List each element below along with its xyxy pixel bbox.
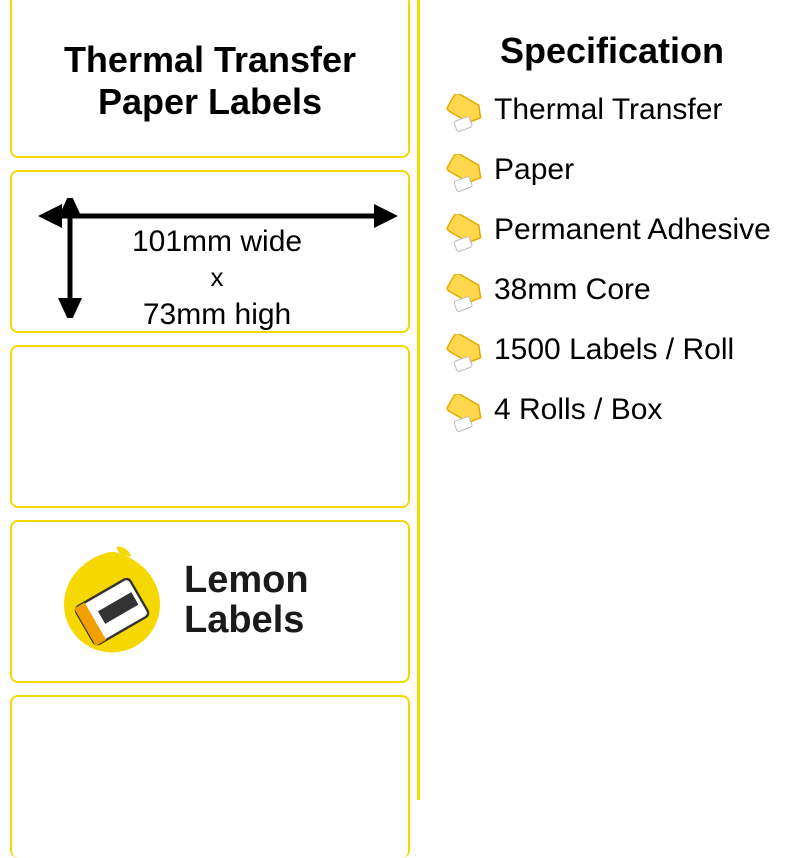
label-3-blank bbox=[10, 345, 410, 508]
dimension-text: 101mm wide x 73mm high bbox=[132, 222, 302, 334]
spec-text: Thermal Transfer bbox=[494, 92, 722, 128]
brand-line1: Lemon bbox=[184, 561, 309, 601]
lemon-logo-icon bbox=[52, 542, 172, 662]
brand-logo: Lemon Labels bbox=[52, 540, 309, 662]
spec-list: Thermal Transfer Paper Permanent Adhesiv… bbox=[442, 92, 782, 434]
label-1-title: Thermal Transfer Paper Labels bbox=[10, 0, 410, 158]
spec-item: Thermal Transfer bbox=[442, 92, 782, 134]
specification-panel: Specification Thermal Transfer Paper Per… bbox=[420, 0, 800, 800]
spec-text: 38mm Core bbox=[494, 272, 651, 308]
tag-bullet-icon bbox=[442, 394, 482, 434]
spec-text: 1500 Labels / Roll bbox=[494, 332, 734, 368]
label-4-brand: Lemon Labels bbox=[10, 520, 410, 683]
spec-item: 4 Rolls / Box bbox=[442, 392, 782, 434]
spec-heading: Specification bbox=[442, 30, 782, 72]
spec-item: 38mm Core bbox=[442, 272, 782, 314]
brand-line2: Labels bbox=[184, 601, 309, 641]
spec-item: Permanent Adhesive bbox=[442, 212, 782, 254]
tag-bullet-icon bbox=[442, 94, 482, 134]
tag-bullet-icon bbox=[442, 274, 482, 314]
brand-text: Lemon Labels bbox=[184, 561, 309, 641]
spec-item: 1500 Labels / Roll bbox=[442, 332, 782, 374]
spec-text: 4 Rolls / Box bbox=[494, 392, 662, 428]
tag-bullet-icon bbox=[442, 154, 482, 194]
tag-bullet-icon bbox=[442, 334, 482, 374]
product-title-line2: Paper Labels bbox=[98, 81, 322, 122]
dim-width: 101mm wide bbox=[132, 225, 302, 258]
spec-text: Paper bbox=[494, 152, 574, 188]
dim-x: x bbox=[132, 261, 302, 295]
tag-bullet-icon bbox=[442, 214, 482, 254]
label-2-dimensions: 101mm wide x 73mm high bbox=[10, 170, 410, 333]
spec-text: Permanent Adhesive bbox=[494, 212, 771, 248]
spec-item: Paper bbox=[442, 152, 782, 194]
dim-height: 73mm high bbox=[143, 298, 291, 331]
label-5-blank bbox=[10, 695, 410, 858]
label-roll-preview: Thermal Transfer Paper Labels 101mm wide… bbox=[0, 0, 420, 800]
product-title-line1: Thermal Transfer bbox=[64, 39, 356, 80]
